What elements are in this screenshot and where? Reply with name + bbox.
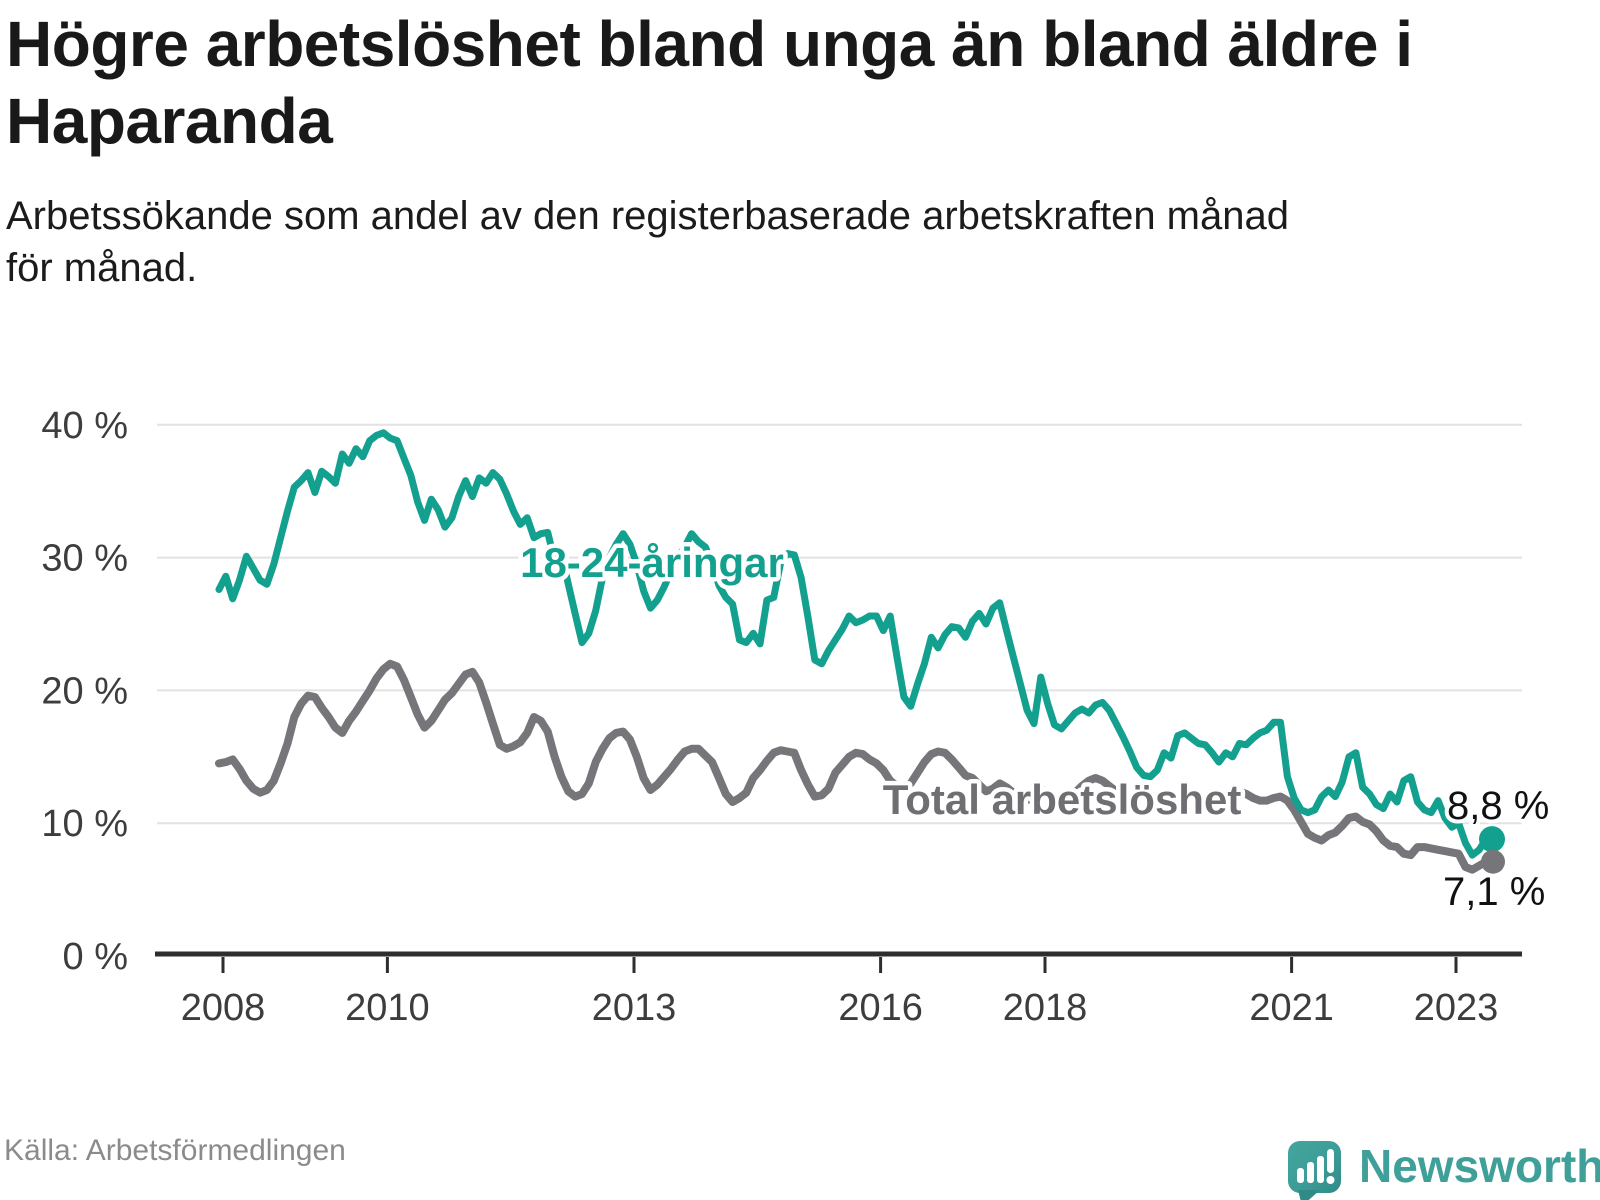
- end-value-label-18-24: 8,8 %: [1447, 784, 1549, 828]
- x-tick-label-2010: 2010: [345, 987, 430, 1029]
- logo-bar-2: [1307, 1162, 1314, 1183]
- series-line-total: [215, 659, 1490, 874]
- series-label-18-24: 18-24-åringar: [520, 539, 784, 586]
- logo-bar-1: [1297, 1168, 1304, 1183]
- y-tick-label-20: 20 %: [41, 670, 128, 712]
- x-tick-label-2018: 2018: [1003, 987, 1088, 1029]
- series-end-dot-18-24: [1479, 826, 1505, 853]
- series-line-18-24: [215, 429, 1490, 859]
- x-tick-label-2023: 2023: [1414, 987, 1499, 1029]
- end-value-label-total: 7,1 %: [1443, 870, 1545, 914]
- logo-exclamation-bar: [1327, 1149, 1334, 1173]
- y-tick-label-0: 0 %: [63, 936, 128, 978]
- x-tick-label-2016: 2016: [838, 987, 923, 1029]
- brand-footer: Newsworthy: [1285, 1138, 1600, 1200]
- logo-exclamation-dot: [1326, 1176, 1335, 1184]
- y-tick-label-30: 30 %: [41, 538, 128, 580]
- newsworthy-logo-icon: [1288, 1141, 1341, 1200]
- series-end-dot-total: [1481, 849, 1505, 874]
- series-label-total: Total arbetslöshet: [883, 776, 1242, 823]
- logo-bubble-tail: [1298, 1190, 1320, 1200]
- logo-bar-3: [1317, 1156, 1324, 1183]
- brand-name: Newsworthy: [1359, 1140, 1600, 1192]
- y-tick-label-40: 40 %: [41, 405, 128, 447]
- source-note: Källa: Arbetsförmedlingen: [4, 1134, 346, 1167]
- x-tick-label-2021: 2021: [1249, 987, 1334, 1029]
- x-tick-label-2008: 2008: [181, 987, 266, 1029]
- page-subtitle: Arbetssökande som andel av den registerb…: [6, 194, 1289, 290]
- page-title: Högre arbetslöshet bland unga än bland ä…: [6, 8, 1413, 157]
- x-tick-label-2013: 2013: [592, 987, 677, 1029]
- y-tick-label-10: 10 %: [41, 803, 128, 845]
